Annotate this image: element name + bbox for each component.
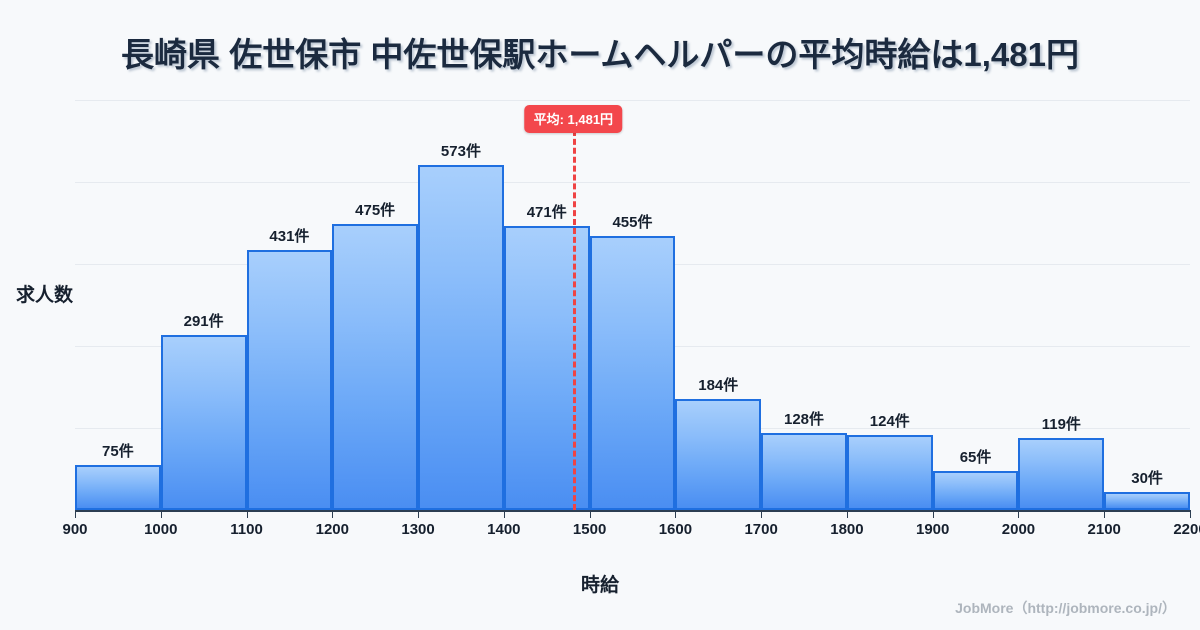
- watermark: JobMore（http://jobmore.co.jp/）: [955, 600, 1176, 616]
- x-tick-label: 1100: [230, 521, 263, 538]
- histogram-bar: [589, 235, 676, 510]
- bar-value-label: 184件: [698, 377, 739, 395]
- histogram-bar: [1104, 491, 1190, 510]
- histogram-bar: [1018, 438, 1105, 510]
- x-tick-label: 900: [62, 521, 88, 538]
- x-tick: [160, 510, 162, 518]
- x-tick: [246, 510, 248, 518]
- average-badge: 平均: 1,481円: [524, 105, 623, 133]
- bar-value-label: 455件: [612, 213, 653, 231]
- histogram-bar: [761, 432, 847, 510]
- x-tick: [1104, 510, 1106, 518]
- x-tick: [675, 510, 677, 518]
- x-tick: [1018, 510, 1020, 518]
- gridline: [75, 182, 1190, 183]
- average-line: [573, 130, 577, 510]
- x-tick: [761, 510, 763, 518]
- bar-value-label: 75件: [102, 442, 134, 460]
- bar-value-label: 65件: [959, 448, 992, 466]
- x-tick: [932, 510, 934, 518]
- bar-value-label: 124件: [869, 413, 910, 431]
- bar-value-label: 128件: [784, 410, 825, 428]
- x-tick: [1190, 510, 1191, 518]
- x-tick-label: 2000: [1001, 521, 1036, 538]
- x-tick: [75, 510, 76, 518]
- bar-value-label: 119件: [1041, 416, 1081, 434]
- histogram-bar: [503, 226, 590, 510]
- histogram-bar: [246, 250, 333, 510]
- bars-layer: 75件 291件 431件 475件 573件 471件 455件 184件 128件 124件 6…: [75, 100, 1190, 510]
- histogram-bar: [932, 470, 1019, 510]
- x-tick-label: 1800: [830, 521, 864, 538]
- x-axis-line: [75, 510, 1190, 512]
- x-tick: [589, 510, 591, 518]
- x-tick-label: 2100: [1087, 521, 1121, 538]
- x-tick-label: 2200: [1173, 521, 1200, 538]
- x-axis-title: 時給: [580, 575, 619, 596]
- x-tick-label: 1900: [916, 521, 950, 538]
- x-tick-label: 1200: [315, 521, 349, 538]
- x-tick: [418, 510, 420, 518]
- x-tick: [846, 510, 848, 518]
- bar-value-label: 573件: [440, 142, 481, 160]
- bar-value-label: 475件: [355, 201, 396, 219]
- x-tick-label: 1700: [744, 521, 778, 538]
- histogram-bar: [332, 223, 419, 510]
- gridline: [75, 100, 1190, 101]
- bar-value-label: 291件: [183, 312, 224, 330]
- bar-value-label: 431件: [269, 228, 310, 246]
- page-title: 長崎県 佐世保市 中佐世保駅ホームヘルパーの平均時給は1,481円: [121, 36, 1079, 73]
- bar-value-label: 30件: [1131, 469, 1163, 487]
- x-tick-label: 1600: [658, 521, 693, 538]
- histogram-bar: [75, 464, 161, 510]
- bar-value-label: 471件: [526, 204, 567, 222]
- histogram-bar: [846, 435, 933, 510]
- plot-area: 75件 291件 431件 475件 573件 471件 455件 184件 128件 124件 6…: [75, 100, 1190, 510]
- x-tick: [332, 510, 334, 518]
- histogram-bar: [675, 399, 762, 510]
- x-tick: [503, 510, 505, 518]
- histogram-bar: [160, 334, 247, 510]
- x-tick-label: 1400: [487, 521, 521, 538]
- x-tick-label: 1000: [144, 521, 178, 538]
- x-tick-label: 1500: [572, 521, 607, 538]
- y-axis-title: 求人数: [16, 285, 74, 306]
- histogram-bar: [418, 164, 504, 510]
- x-tick-label: 1300: [401, 521, 435, 538]
